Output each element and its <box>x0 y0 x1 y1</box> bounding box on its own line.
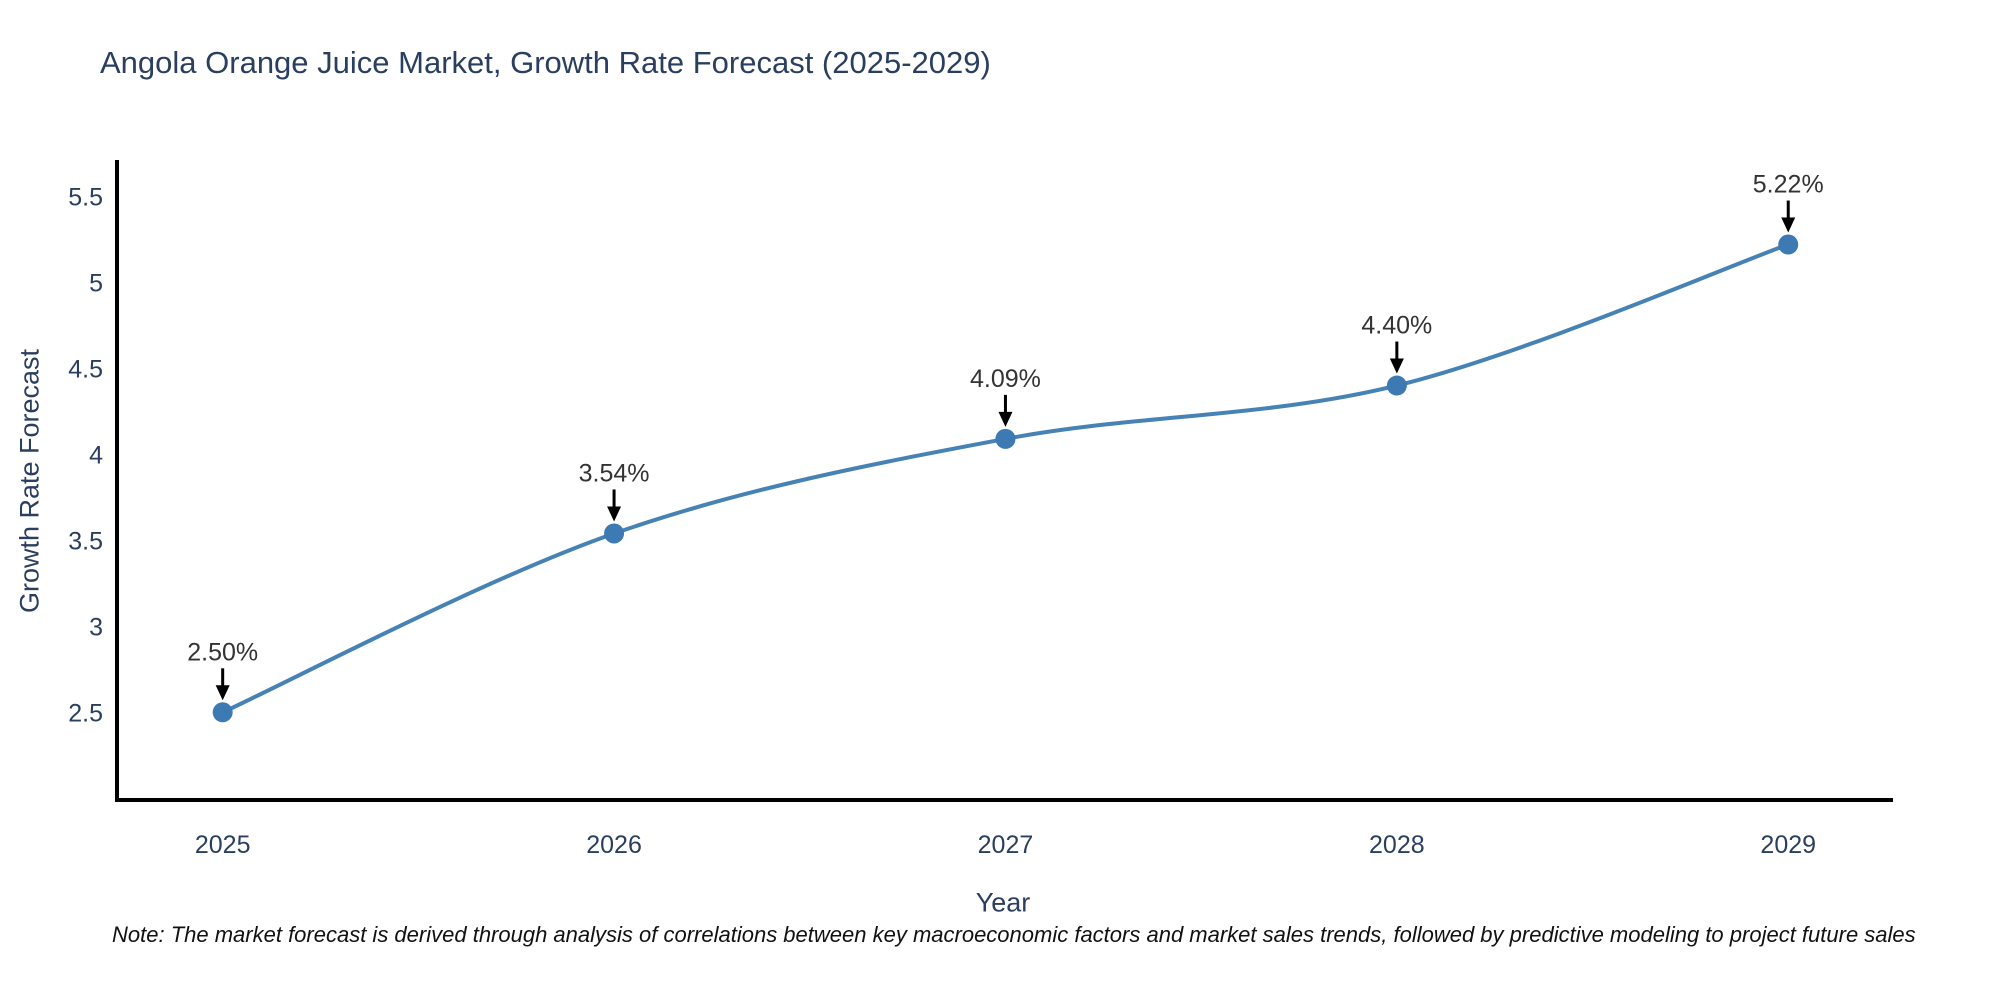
y-tick-label: 3 <box>89 613 103 641</box>
point-annotation-label: 3.54% <box>579 459 650 487</box>
footnote: Note: The market forecast is derived thr… <box>112 922 1916 947</box>
data-point-marker <box>995 428 1016 449</box>
annotation-arrow-head <box>1389 358 1404 374</box>
y-tick-label: 5.5 <box>68 183 103 211</box>
annotation-arrow-head <box>215 685 230 701</box>
x-tick-label: 2025 <box>195 831 251 859</box>
data-point-marker <box>1386 375 1407 396</box>
x-tick-label: 2029 <box>1760 831 1816 859</box>
point-annotation-label: 4.09% <box>970 365 1041 393</box>
x-tick-label: 2026 <box>586 831 642 859</box>
chart-title: Angola Orange Juice Market, Growth Rate … <box>100 45 991 80</box>
data-point-marker <box>212 702 233 723</box>
annotation-arrow-head <box>1781 217 1796 233</box>
y-tick-label: 4.5 <box>68 355 103 383</box>
data-point-marker <box>604 523 625 544</box>
annotation-arrow-head <box>607 506 622 522</box>
annotation-arrow-head <box>998 411 1013 427</box>
point-annotation-label: 4.40% <box>1361 312 1432 340</box>
point-annotation-label: 2.50% <box>187 638 258 666</box>
trend-line <box>221 242 1789 715</box>
y-tick-label: 2.5 <box>68 699 103 727</box>
y-tick-label: 4 <box>89 441 103 469</box>
y-tick-label: 3.5 <box>68 527 103 555</box>
x-tick-label: 2028 <box>1369 831 1425 859</box>
y-axis-title: Growth Rate Forecast <box>14 348 45 614</box>
x-tick-label: 2027 <box>978 831 1034 859</box>
y-tick-label: 5 <box>89 269 103 297</box>
x-axis-title: Year <box>975 887 1031 918</box>
data-point-marker <box>1778 234 1799 255</box>
point-annotation-label: 5.22% <box>1753 171 1824 199</box>
